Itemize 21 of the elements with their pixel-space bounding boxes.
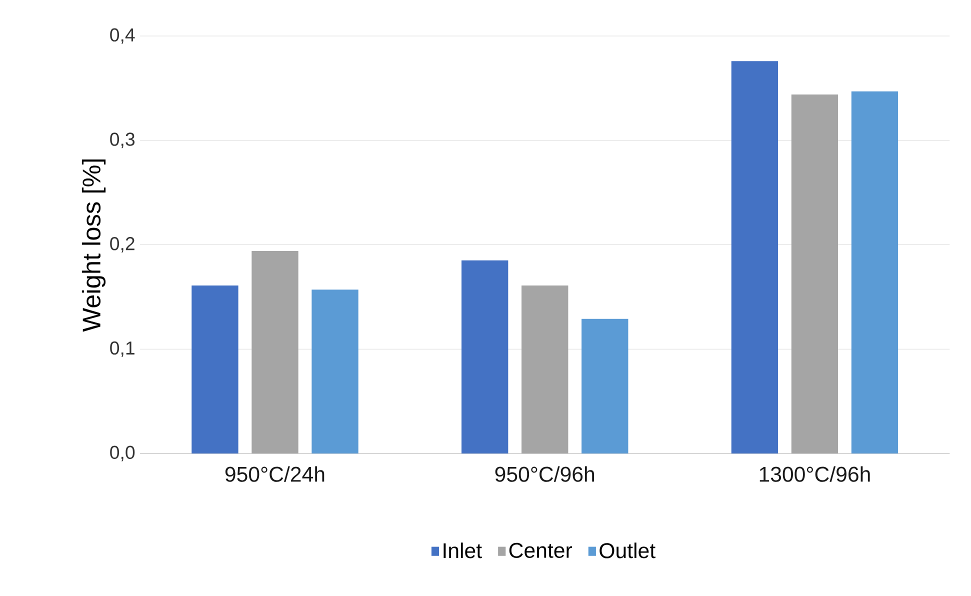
bar [851,91,898,454]
x-tick-label: 950°C/24h [225,466,324,482]
bar [791,94,838,454]
y-axis-title: Weight loss [%] [82,159,106,332]
bar [731,60,778,454]
y-tick-label: 0,1 [110,341,134,357]
bar [461,260,508,454]
bar [522,285,568,454]
y-tick-label: 0,2 [110,236,134,252]
bar [582,318,628,454]
bar [192,285,238,454]
y-tick-label: 0,0 [110,446,135,462]
x-tick-label: 1300°C/96h [760,466,870,482]
x-tick-label: 950°C/96h [495,466,594,482]
bar [252,250,298,454]
legend-label: Outlet [600,542,656,558]
legend-label: Center [509,542,572,558]
y-tick-label: 0,3 [110,132,135,148]
y-tick-label: 0,4 [110,28,135,44]
legend-label: Inlet [444,542,482,558]
bar [312,290,358,454]
